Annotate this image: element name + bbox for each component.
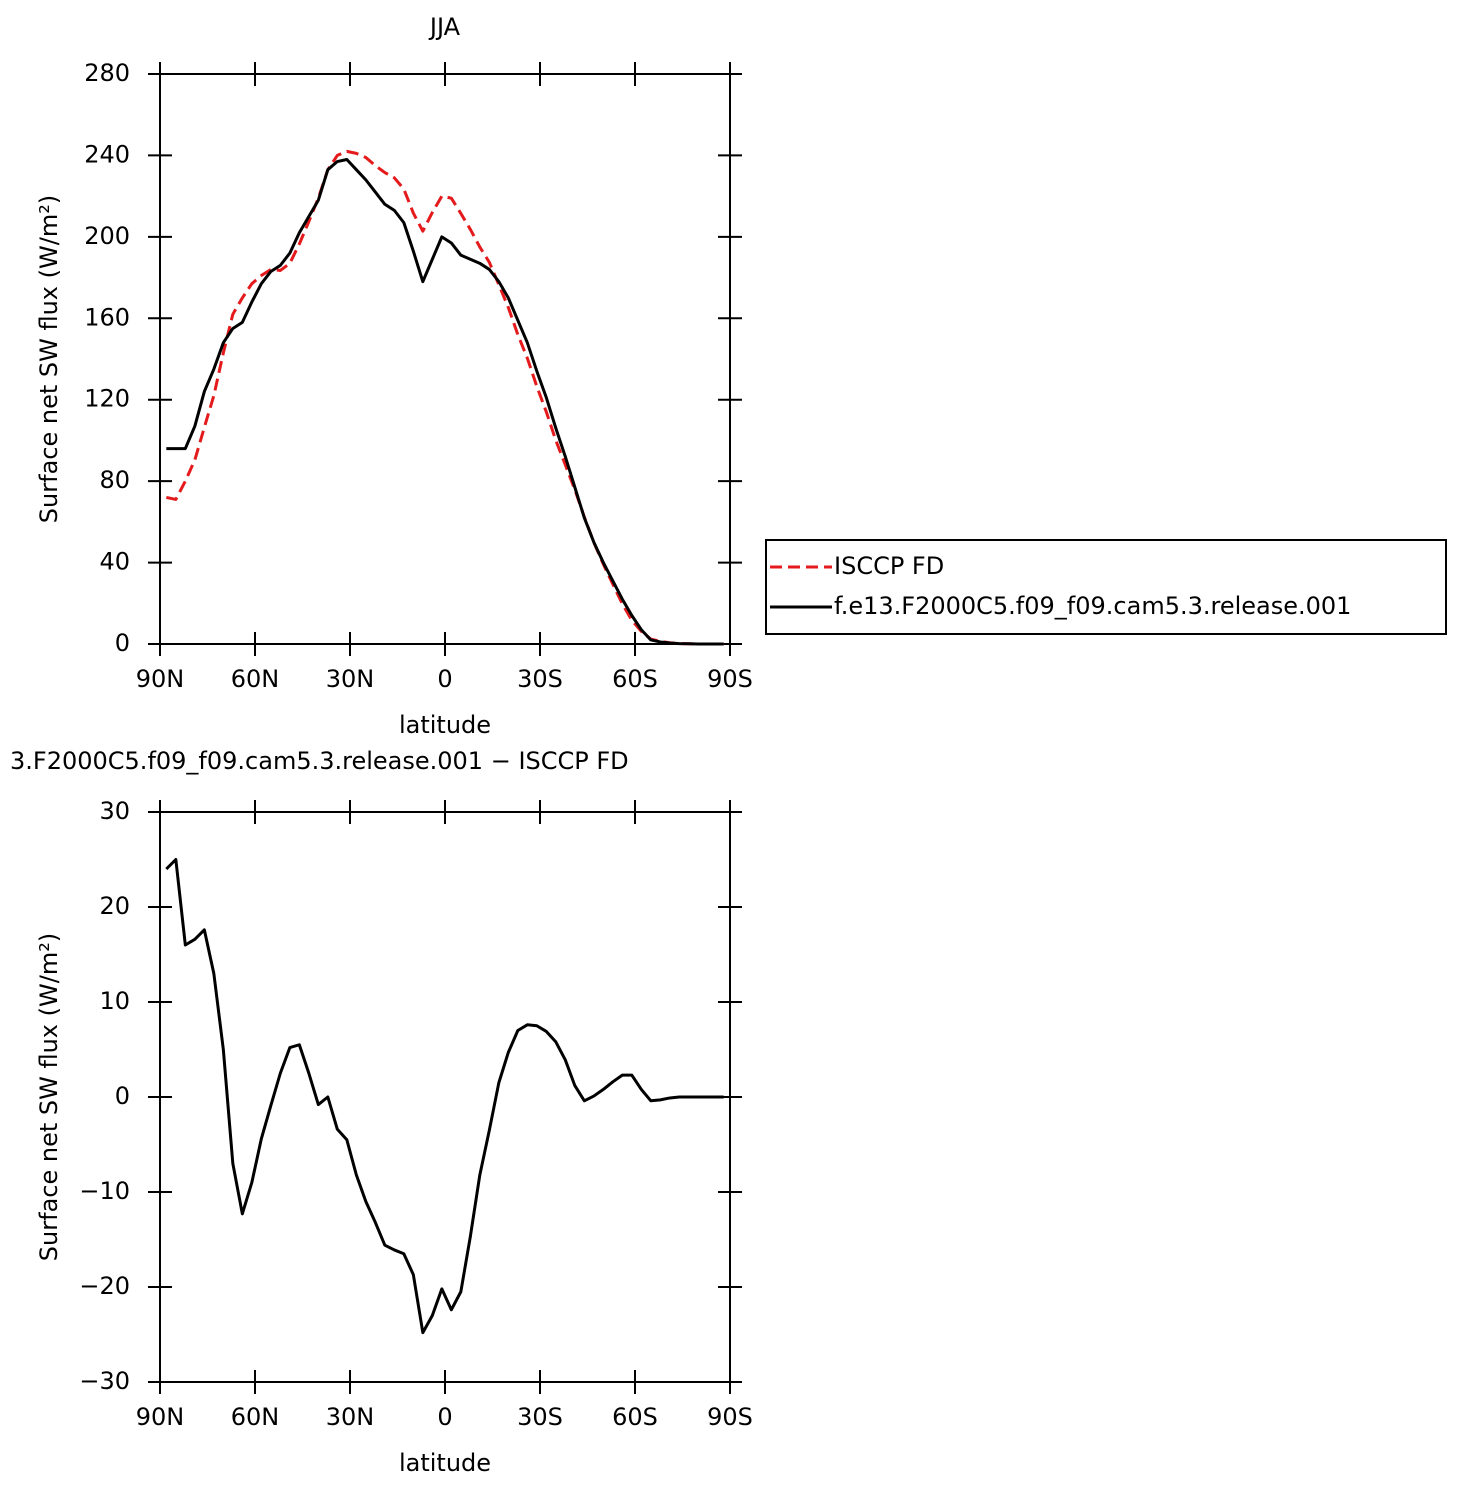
y-axis-label: Surface net SW flux (W/m²) — [35, 933, 63, 1261]
y-tick-label: −20 — [79, 1272, 130, 1300]
y-tick-label: 10 — [99, 987, 130, 1015]
y-tick-label: 80 — [99, 466, 130, 494]
y-tick-label: 280 — [84, 59, 130, 87]
plot-frame — [159, 73, 731, 645]
x-axis-label: latitude — [399, 711, 491, 739]
data-line — [166, 158, 724, 646]
x-tick-label: 90S — [707, 665, 753, 693]
chart-title: 3.F2000C5.f09_f09.cam5.3.release.001 − I… — [10, 747, 629, 775]
x-tick-label: 30N — [326, 665, 375, 693]
y-axis-label: Surface net SW flux (W/m²) — [35, 195, 63, 523]
x-tick-label: 60N — [231, 665, 280, 693]
x-tick-label: 60S — [612, 665, 658, 693]
x-tick-label: 0 — [437, 665, 452, 693]
chart-title: JJA — [428, 13, 461, 41]
x-tick-label: 90N — [136, 1403, 185, 1431]
legend-label: f.e13.F2000C5.f09_f09.cam5.3.release.001 — [834, 592, 1351, 620]
y-tick-label: −10 — [79, 1177, 130, 1205]
legend-box — [765, 539, 1447, 635]
legend-label: ISCCP FD — [834, 552, 944, 580]
y-tick-label: 40 — [99, 548, 130, 576]
x-axis-label: latitude — [399, 1449, 491, 1477]
x-tick-label: 30S — [517, 665, 563, 693]
x-tick-label: 0 — [437, 1403, 452, 1431]
y-tick-label: 200 — [84, 222, 130, 250]
y-tick-label: 0 — [115, 629, 130, 657]
y-tick-label: 160 — [84, 303, 130, 331]
x-tick-label: 30S — [517, 1403, 563, 1431]
x-tick-label: 60N — [231, 1403, 280, 1431]
y-tick-label: −30 — [79, 1367, 130, 1395]
data-line — [166, 149, 724, 646]
y-tick-label: 120 — [84, 385, 130, 413]
y-tick-label: 20 — [99, 892, 130, 920]
x-tick-label: 90N — [136, 665, 185, 693]
y-tick-label: 0 — [115, 1082, 130, 1110]
x-tick-label: 30N — [326, 1403, 375, 1431]
y-tick-label: 30 — [99, 797, 130, 825]
x-tick-label: 90S — [707, 1403, 753, 1431]
data-line — [165, 858, 724, 1335]
x-tick-label: 60S — [612, 1403, 658, 1431]
y-tick-label: 240 — [84, 140, 130, 168]
